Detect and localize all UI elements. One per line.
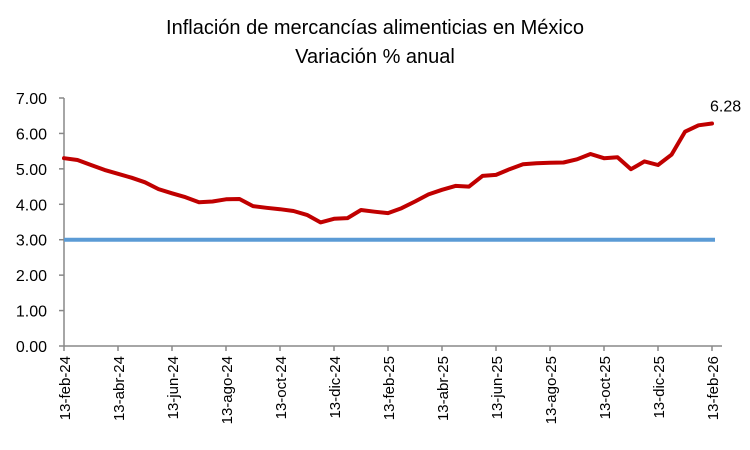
y-axis: 0.00 1.00 2.00 3.00 4.00 5.00 6.00 7.00 bbox=[16, 91, 65, 356]
y-tick-label: 7.00 bbox=[16, 91, 47, 108]
x-tick-label: 13-feb-24 bbox=[57, 356, 74, 420]
x-tick-label: 13-dic-24 bbox=[327, 356, 344, 419]
y-tick-label: 4.00 bbox=[16, 197, 47, 214]
x-tick-label: 13-feb-26 bbox=[705, 356, 722, 420]
x-tick-label: 13-dic-25 bbox=[651, 356, 668, 419]
y-tick-label: 0.00 bbox=[16, 339, 47, 356]
y-tick-label: 2.00 bbox=[16, 268, 47, 285]
x-tick-label: 13-oct-25 bbox=[597, 356, 614, 419]
x-tick-label: 13-jun-25 bbox=[489, 356, 506, 419]
y-tick-label: 6.00 bbox=[16, 126, 47, 143]
chart-title: Inflación de mercancías alimenticias en … bbox=[0, 14, 750, 72]
x-tick-label: 13-jun-24 bbox=[165, 356, 182, 419]
y-tick-label: 5.00 bbox=[16, 162, 47, 179]
x-tick-label: 13-oct-24 bbox=[273, 356, 290, 419]
x-tick-label: 13-abr-25 bbox=[435, 356, 452, 421]
chart-subtitle: Variación % anual bbox=[295, 46, 455, 68]
x-tick-label: 13-ago-24 bbox=[219, 356, 236, 424]
inflation-series-line bbox=[62, 121, 714, 225]
y-tick-label: 3.00 bbox=[16, 233, 47, 250]
last-value-label: 6.28 bbox=[710, 99, 741, 116]
chart-title-line1: Inflación de mercancías alimenticias en … bbox=[166, 17, 584, 39]
y-tick-label: 1.00 bbox=[16, 304, 47, 321]
x-tick-label: 13-ago-25 bbox=[543, 356, 560, 424]
x-axis: 13-feb-24 13-abr-24 13-jun-24 13-ago-24 13-o… bbox=[57, 345, 722, 424]
x-tick-label: 13-abr-24 bbox=[111, 356, 128, 421]
x-tick-label: 13-feb-25 bbox=[381, 356, 398, 420]
